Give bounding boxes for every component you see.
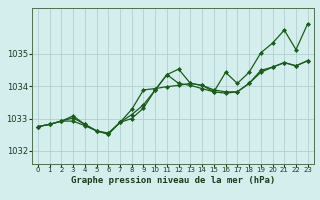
X-axis label: Graphe pression niveau de la mer (hPa): Graphe pression niveau de la mer (hPa)	[71, 176, 275, 185]
